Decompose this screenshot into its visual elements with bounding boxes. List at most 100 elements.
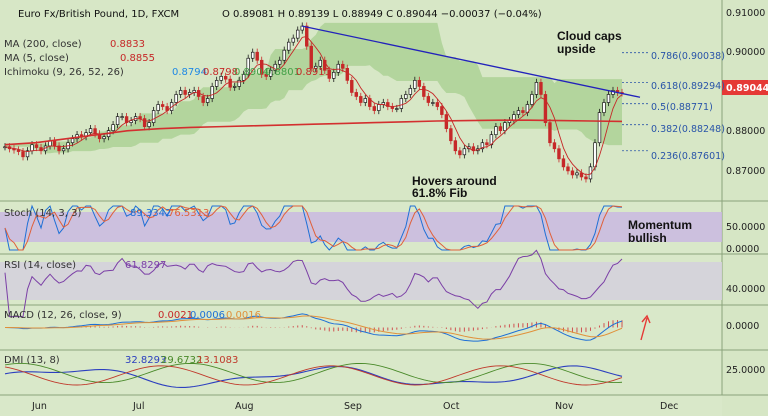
stoch-tick: 0.0000 <box>726 244 759 255</box>
macd-tick: 0.0000 <box>726 321 759 332</box>
dmi-v2: 29.6732 <box>161 355 202 366</box>
month-label: Sep <box>344 401 362 412</box>
annotation-cloud-1: Cloud caps <box>557 29 622 43</box>
ichimoku-v3: 0.8904 <box>234 67 269 78</box>
dmi-v3: 13.1083 <box>197 355 238 366</box>
candle-body <box>566 166 570 172</box>
candle-body <box>399 98 404 109</box>
candle-body <box>485 142 489 146</box>
candle-body <box>214 80 219 87</box>
current-price-tag <box>722 80 768 95</box>
candle-body <box>228 78 232 88</box>
candle-body <box>287 41 291 51</box>
candle-body <box>151 110 156 123</box>
candle-body <box>120 116 124 118</box>
stoch-d-line <box>4 205 623 251</box>
ichimoku-v1: 0.8794 <box>172 67 207 78</box>
candle-body <box>88 128 93 134</box>
candle-body <box>183 90 187 95</box>
candle-body <box>232 86 237 88</box>
price-axis-bg <box>722 0 768 416</box>
candle-body <box>597 112 602 144</box>
candle-body <box>61 148 66 152</box>
candle-body <box>453 140 458 152</box>
annotation-momentum-1: Momentum <box>628 218 692 232</box>
candle-body <box>282 49 286 61</box>
candle-body <box>363 98 367 103</box>
stoch-label: Stoch (14, 3, 3) <box>4 208 81 219</box>
candle-body <box>260 59 264 75</box>
candle-body <box>377 104 381 111</box>
candle-body <box>201 96 205 103</box>
annotation-fib-2: 61.8% Fib <box>412 186 467 200</box>
candle-body <box>435 102 440 107</box>
candle-body <box>552 142 557 150</box>
fib-label-236: 0.236(0.87601) <box>651 151 725 162</box>
candle-body <box>178 90 183 95</box>
dmi-plus-line <box>4 362 623 384</box>
candle-body <box>246 57 250 75</box>
fib-label-618: 0.618(0.89294) <box>651 81 725 92</box>
candle-body <box>494 126 498 136</box>
candle-body <box>548 122 552 144</box>
ichimoku-v2: 0.8798 <box>203 67 238 78</box>
candle-body <box>264 73 268 77</box>
candle-body <box>417 80 422 87</box>
macd-arrow <box>640 317 648 341</box>
ichimoku-v5: 0.8911 <box>296 67 331 78</box>
ma5-line <box>4 36 623 176</box>
month-label: Jul <box>132 401 144 412</box>
fib-lines <box>622 52 650 152</box>
price-tick: 0.87000 <box>726 166 765 177</box>
candle-body <box>314 65 318 69</box>
candle-body <box>350 80 354 93</box>
price-tick: 0.90000 <box>726 47 765 58</box>
candle-body <box>142 118 147 127</box>
candle-body <box>138 116 142 119</box>
candle-body <box>278 59 282 65</box>
ma5-label: MA (5, close) <box>4 53 69 64</box>
month-label: Dec <box>660 401 678 412</box>
candle-body <box>395 108 399 110</box>
ohlc-readout: O 0.89081 H 0.89139 L 0.88949 C 0.89044 … <box>222 9 542 20</box>
candle-body <box>462 148 467 156</box>
candle-body <box>431 102 435 104</box>
candle-body <box>16 149 21 152</box>
rsi-label: RSI (14, close) <box>4 260 76 271</box>
candle-body <box>102 136 106 140</box>
candle-body <box>449 128 453 142</box>
candle-body <box>309 45 313 69</box>
candle-body <box>327 69 331 79</box>
candle-body <box>160 104 165 107</box>
candle-body <box>404 94 408 99</box>
month-label: Nov <box>555 401 574 412</box>
candle-body <box>93 128 97 135</box>
month-label: Jun <box>31 401 47 412</box>
candle-body <box>296 29 300 39</box>
candle-body <box>241 73 246 81</box>
candle-body <box>25 150 30 158</box>
dmi-label: DMI (13, 8) <box>4 355 60 366</box>
candle-body <box>57 145 61 152</box>
candle-body <box>606 94 611 103</box>
macd-arrow-head <box>641 314 651 324</box>
macd-line <box>4 313 623 342</box>
candle-body <box>458 150 462 156</box>
candle-body <box>543 94 548 123</box>
candle-body <box>269 69 273 77</box>
rsi-tick: 40.0000 <box>726 284 765 295</box>
candle-body <box>21 151 25 158</box>
candle-body <box>530 94 534 105</box>
price-tick: 0.88000 <box>726 126 765 137</box>
fib-label-500: 0.5(0.88771) <box>651 102 713 113</box>
candle-body <box>503 122 507 132</box>
candle-body <box>422 86 426 97</box>
candle-body <box>219 76 223 81</box>
candle-body <box>291 37 295 43</box>
candle-body <box>52 140 57 147</box>
candle-body <box>345 67 349 81</box>
candle-body <box>575 172 579 176</box>
current-price-label: 0.89044 <box>726 83 768 94</box>
candle-body <box>480 142 485 150</box>
candle-body <box>70 138 75 144</box>
